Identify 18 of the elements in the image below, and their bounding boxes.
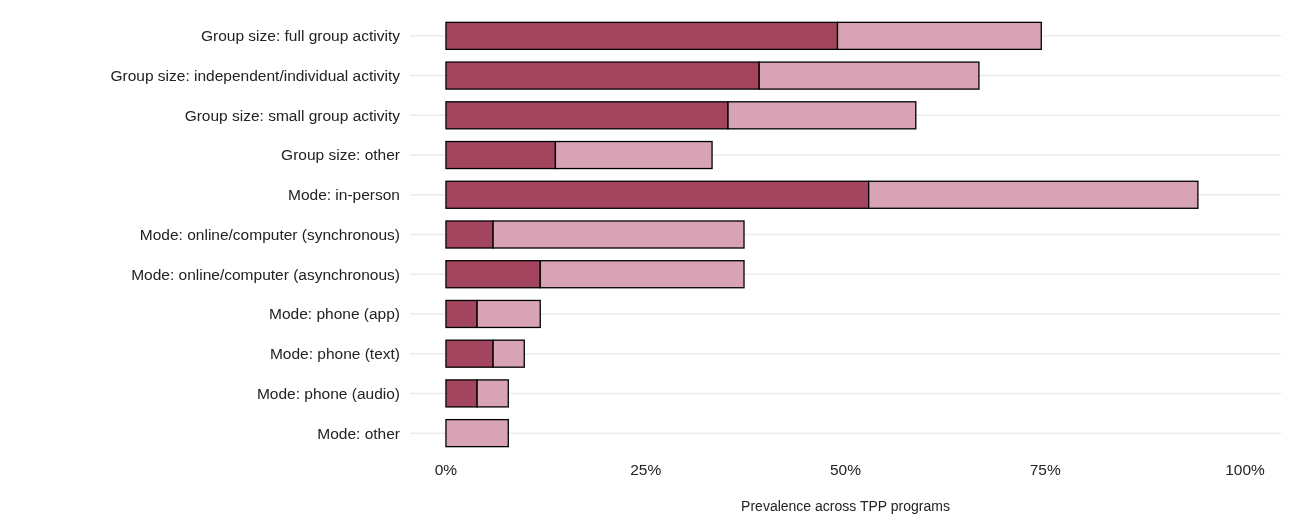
y-tick-label: Group size: independent/individual activity: [110, 67, 401, 85]
y-tick-label: Mode: in-person: [287, 186, 400, 204]
x-tick-label: 50%: [829, 461, 862, 478]
y-tick-label: Mode: online/computer (synchronous): [139, 225, 400, 243]
y-tick-label: Mode: phone (app): [269, 305, 400, 323]
y-tick-label: Mode: online/computer (asynchronous): [131, 265, 400, 283]
x-tick-label: 75%: [1029, 461, 1061, 478]
y-tick-label: Mode: phone (text): [269, 345, 400, 363]
bar: [445, 418, 509, 448]
x-tick-label: 100%: [1225, 461, 1266, 478]
y-tick-label: Group size: small group activity: [184, 106, 401, 124]
y-tick-label: Group size: full group activity: [200, 27, 401, 45]
y-tick-label: Mode: phone (audio): [256, 384, 400, 402]
x-axis-title: Prevalence across TPP programs: [741, 498, 950, 514]
y-tick-label: Group size: other: [281, 146, 400, 164]
y-tick-label: Mode: other: [317, 424, 400, 442]
x-tick-label: 25%: [630, 461, 662, 478]
x-tick-label: 0%: [434, 461, 458, 478]
